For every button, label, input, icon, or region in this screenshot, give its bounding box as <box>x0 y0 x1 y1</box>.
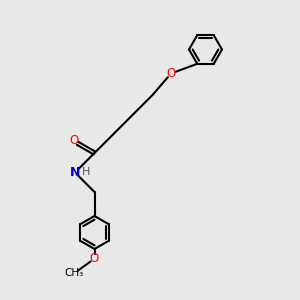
Text: CH₃: CH₃ <box>65 268 84 278</box>
Text: N: N <box>70 166 80 179</box>
Text: H: H <box>82 167 91 177</box>
Text: O: O <box>90 252 99 265</box>
Text: O: O <box>167 67 176 80</box>
Text: O: O <box>69 134 78 148</box>
